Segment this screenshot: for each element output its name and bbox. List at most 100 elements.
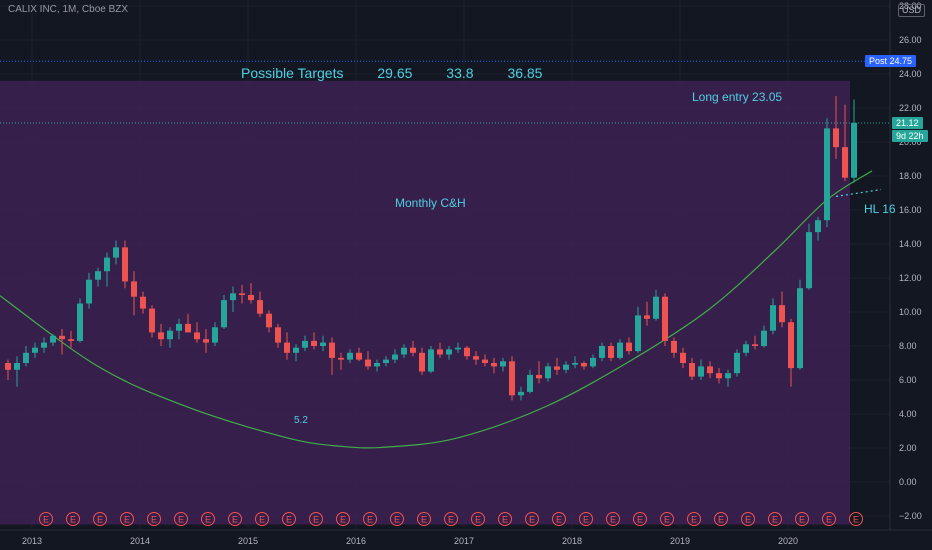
candle-body	[284, 342, 290, 353]
candle-body	[194, 332, 200, 340]
earnings-marker-label: E	[124, 515, 130, 525]
earnings-marker-label: E	[583, 515, 589, 525]
earnings-marker	[687, 512, 701, 526]
candle-body	[617, 342, 623, 358]
earnings-marker-label: E	[799, 515, 805, 525]
candle-body	[329, 342, 335, 358]
x-axis[interactable]: 2013 2014 2015 2016 2017 2018 2019 2020	[0, 529, 932, 546]
earnings-marker-label: E	[853, 515, 859, 525]
candle-body	[680, 352, 686, 363]
earnings-marker-label: E	[205, 515, 211, 525]
candle-body	[212, 327, 218, 343]
candle-body	[509, 361, 515, 396]
candle-body	[455, 347, 461, 350]
candle-body	[140, 296, 146, 309]
possible-targets: Possible Targets 29.65 33.8 36.85	[241, 65, 572, 81]
earnings-marker	[282, 512, 296, 526]
candle-body	[734, 352, 740, 374]
earnings-marker	[606, 512, 620, 526]
earnings-marker	[174, 512, 188, 526]
earnings-marker	[768, 512, 782, 526]
y-tick-label: 6.00	[899, 375, 917, 385]
earnings-marker	[390, 512, 404, 526]
candle-body	[644, 315, 650, 319]
earnings-marker-label: E	[97, 515, 103, 525]
candle-body	[707, 366, 713, 374]
earnings-marker-label: E	[340, 515, 346, 525]
post-value: 24.75	[889, 56, 913, 66]
y-tick-label: 18.00	[899, 171, 922, 181]
earnings-marker-label: E	[475, 515, 481, 525]
currency-badge[interactable]: USD	[898, 4, 926, 17]
earnings-marker	[714, 512, 728, 526]
earnings-marker	[93, 512, 107, 526]
candle-body	[788, 322, 794, 369]
earnings-marker	[228, 512, 242, 526]
candle-body	[851, 122, 857, 178]
earnings-marker	[660, 512, 674, 526]
candle-body	[41, 342, 47, 348]
post-label: Post	[869, 56, 888, 66]
y-tick-label: 28.00	[899, 1, 922, 11]
y-tick-label: 4.00	[899, 409, 917, 419]
candle-body	[545, 366, 551, 379]
candle-body	[14, 363, 20, 370]
targets-label: Possible Targets	[241, 65, 344, 81]
candle-body	[122, 247, 128, 282]
earnings-marker	[336, 512, 350, 526]
y-axis[interactable]: −2.00 0.00 2.00 4.00 6.00 8.00 10.00 12.00 14.00…	[889, 0, 922, 530]
candle-body	[203, 339, 209, 343]
candle-body	[149, 308, 155, 333]
candle-body	[779, 305, 785, 323]
candle-body	[698, 366, 704, 377]
candle-body	[32, 347, 38, 353]
earnings-marker	[552, 512, 566, 526]
pattern-zone	[0, 80, 850, 525]
symbol-title: CALIX INC, 1M, Cboe BZX	[8, 4, 129, 15]
candle-body	[752, 344, 758, 346]
candle-body	[662, 296, 668, 341]
pattern-label: Monthly C&H	[395, 196, 466, 210]
candle-body	[374, 363, 380, 367]
cup-bottom-label: 5.2	[294, 415, 308, 426]
candle-body	[86, 279, 92, 304]
candle-body	[410, 347, 416, 353]
earnings-marker-label: E	[232, 515, 238, 525]
candle-body	[356, 352, 362, 360]
candle-body	[725, 373, 731, 379]
candle-body	[797, 288, 803, 369]
candle-body	[770, 305, 776, 331]
candle-body	[464, 347, 470, 357]
x-tick-label: 2017	[454, 536, 474, 546]
candle-body	[5, 363, 11, 370]
earnings-marker-label: E	[637, 515, 643, 525]
candle-body	[491, 363, 497, 367]
earnings-marker	[579, 512, 593, 526]
earnings-marker	[39, 512, 53, 526]
earnings-marker-label: E	[610, 515, 616, 525]
candle-body	[608, 346, 614, 358]
candle-body	[599, 346, 605, 358]
earnings-marker	[201, 512, 215, 526]
candle-body	[626, 342, 632, 352]
earnings-marker	[363, 512, 377, 526]
earnings-marker-label: E	[691, 515, 697, 525]
x-tick-label: 2014	[130, 536, 150, 546]
candle-body	[761, 330, 767, 346]
candle-body	[743, 344, 749, 353]
x-tick-label: 2020	[778, 536, 798, 546]
earnings-marker-label: E	[286, 515, 292, 525]
earnings-marker	[849, 512, 863, 526]
candle-body	[293, 347, 299, 353]
last-price-badge: 21.12	[892, 117, 923, 129]
candle-body	[572, 363, 578, 365]
earnings-marker-label: E	[502, 515, 508, 525]
candle-body	[428, 349, 434, 372]
y-tick-label: 14.00	[899, 239, 922, 249]
earnings-marker	[417, 512, 431, 526]
target-2: 33.8	[446, 65, 474, 81]
y-tick-label: 10.00	[899, 307, 922, 317]
candle-body	[500, 361, 506, 367]
candle-body	[221, 300, 227, 328]
